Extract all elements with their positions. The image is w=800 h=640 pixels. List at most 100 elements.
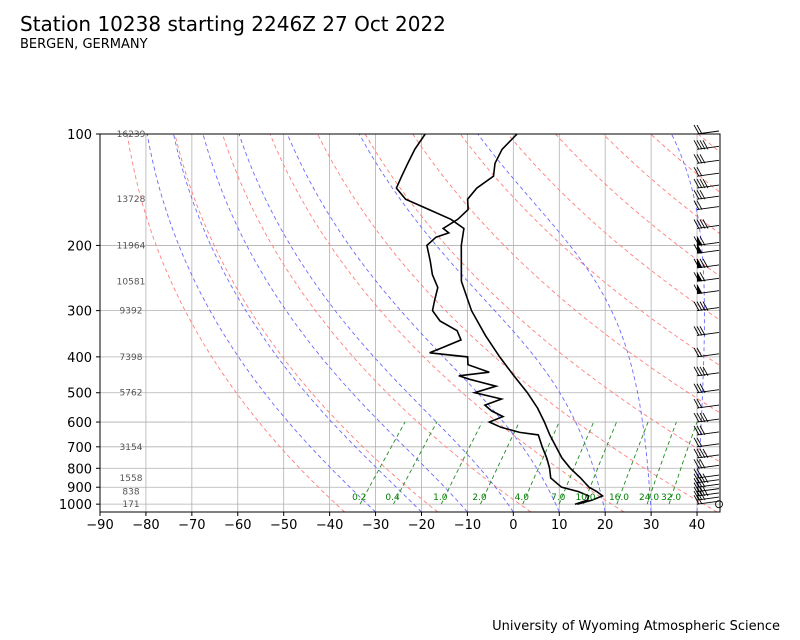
mixing-ratio-label: 0.2 <box>352 493 366 503</box>
mixing-ratio-line <box>583 421 618 505</box>
dry-adiabat <box>174 134 439 512</box>
wind-barb-staff <box>696 159 720 164</box>
mixing-ratio-line <box>392 421 438 505</box>
wind-barb-staff <box>696 331 720 336</box>
wind-barb-staff <box>696 145 720 150</box>
mixing-ratio-line <box>646 421 677 505</box>
wind-barb-feather <box>693 494 700 505</box>
dewpoint-profile <box>426 134 590 505</box>
x-tick-label: 20 <box>597 518 614 533</box>
wind-barb-feather <box>702 301 709 311</box>
wind-barb-feather <box>693 437 700 448</box>
wind-barb-pennant <box>697 284 702 294</box>
wind-barb-feather <box>696 398 703 409</box>
wind-barb-feather <box>693 486 700 497</box>
profile-layer <box>395 134 605 505</box>
moist-adiabat <box>286 134 560 512</box>
wind-barb-feather <box>693 166 700 177</box>
x-tick-label: −30 <box>362 518 389 533</box>
mixing-ratio-label: 1.0 <box>433 493 448 503</box>
wind-barb-feather <box>702 178 709 189</box>
wind-barb-staff <box>696 353 720 358</box>
grid-layer <box>100 134 720 512</box>
wind-barb-feather <box>696 189 703 200</box>
wind-barbs <box>693 124 723 509</box>
wind-barb-feather <box>699 219 706 229</box>
wind-barb-pennant <box>697 272 702 282</box>
curves-layer <box>126 134 720 512</box>
wind-barb-staff <box>696 483 720 488</box>
mixing-ratio-label: 2.0 <box>472 493 487 503</box>
y-tick-label: 500 <box>67 387 92 402</box>
x-tick-label: −40 <box>316 518 343 533</box>
wind-barb-feather <box>702 486 709 497</box>
wind-barb-feather <box>693 383 700 393</box>
wind-barb-feather <box>693 140 700 150</box>
wind-barb-feather <box>699 140 706 150</box>
wind-barb-feather <box>693 347 700 358</box>
wind-barb-staff <box>696 389 720 394</box>
x-tick-label: −90 <box>86 518 113 533</box>
wind-barb-staff <box>696 225 720 229</box>
wind-barb <box>693 473 720 484</box>
wind-barb-feather <box>693 219 700 229</box>
wind-barb-feather <box>693 301 700 311</box>
wind-barb-staff <box>696 464 720 469</box>
mixing-ratio-label: 24.0 <box>639 493 659 503</box>
wind-barb <box>693 412 720 423</box>
wind-barb-feather <box>693 189 700 200</box>
plot-frame <box>99 133 721 513</box>
wind-barb <box>693 284 720 295</box>
mixing-ratio-label: 10.0 <box>575 493 595 503</box>
wind-barb-feather <box>699 366 706 377</box>
height-label: 5762 <box>120 389 143 399</box>
moist-adiabat <box>671 134 705 512</box>
wind-barb-feather <box>693 490 700 501</box>
wind-barb-feather <box>693 425 700 436</box>
height-label: 7398 <box>120 353 143 363</box>
height-label: 13728 <box>117 195 146 205</box>
wind-barb-staff <box>696 431 720 436</box>
mixing-ratio-label: 4.0 <box>515 493 530 503</box>
mixing-ratio-label: 32.0 <box>661 493 681 503</box>
y-tick-label: 300 <box>67 305 92 320</box>
dry-adiabat <box>650 134 720 193</box>
wind-barb <box>693 219 720 229</box>
wind-barb <box>693 124 720 135</box>
wind-barb <box>693 244 720 254</box>
x-tick-label: −10 <box>454 518 481 533</box>
wind-barb-feather <box>693 412 700 423</box>
wind-barb-feather <box>699 178 706 189</box>
wind-barb-staff <box>696 404 720 409</box>
wind-barb-feather <box>696 140 703 150</box>
wind-barb-feather <box>696 347 703 358</box>
wind-barb-staff <box>696 184 720 189</box>
height-label: 9392 <box>120 307 143 317</box>
dry-adiabat <box>269 134 625 512</box>
height-label: 838 <box>122 488 139 498</box>
wind-barb <box>693 437 720 448</box>
wind-barb <box>693 154 720 164</box>
wind-barb <box>693 347 720 358</box>
axis-layer: 0.2 0.4 1.0 2.0 4.0 7.0 10.0 16.0 24.0 32.0 −90 −80… <box>59 128 705 533</box>
wind-barb <box>693 272 720 282</box>
dry-adiabat <box>364 134 720 463</box>
wind-barb-feather <box>699 272 706 282</box>
wind-barb-feather <box>699 486 706 497</box>
wind-barb-feather <box>702 140 709 150</box>
wind-barb-feather <box>696 459 703 469</box>
wind-barb <box>693 326 720 336</box>
wind-barb-feather <box>693 398 700 409</box>
wind-barb-feather <box>702 219 709 229</box>
wind-barb-feather <box>696 154 703 164</box>
wind-barb <box>693 448 720 459</box>
mixing-ratio-line <box>479 421 520 505</box>
x-tick-label: 10 <box>551 518 568 533</box>
wind-barb-staff <box>696 474 720 479</box>
wind-barb-feather <box>693 459 700 469</box>
wind-barb-feather <box>696 200 703 210</box>
wind-barb-feather <box>696 383 703 393</box>
wind-barb-feather <box>696 468 703 479</box>
wind-barb-feather <box>702 366 709 377</box>
wind-barb-feather <box>702 412 709 423</box>
